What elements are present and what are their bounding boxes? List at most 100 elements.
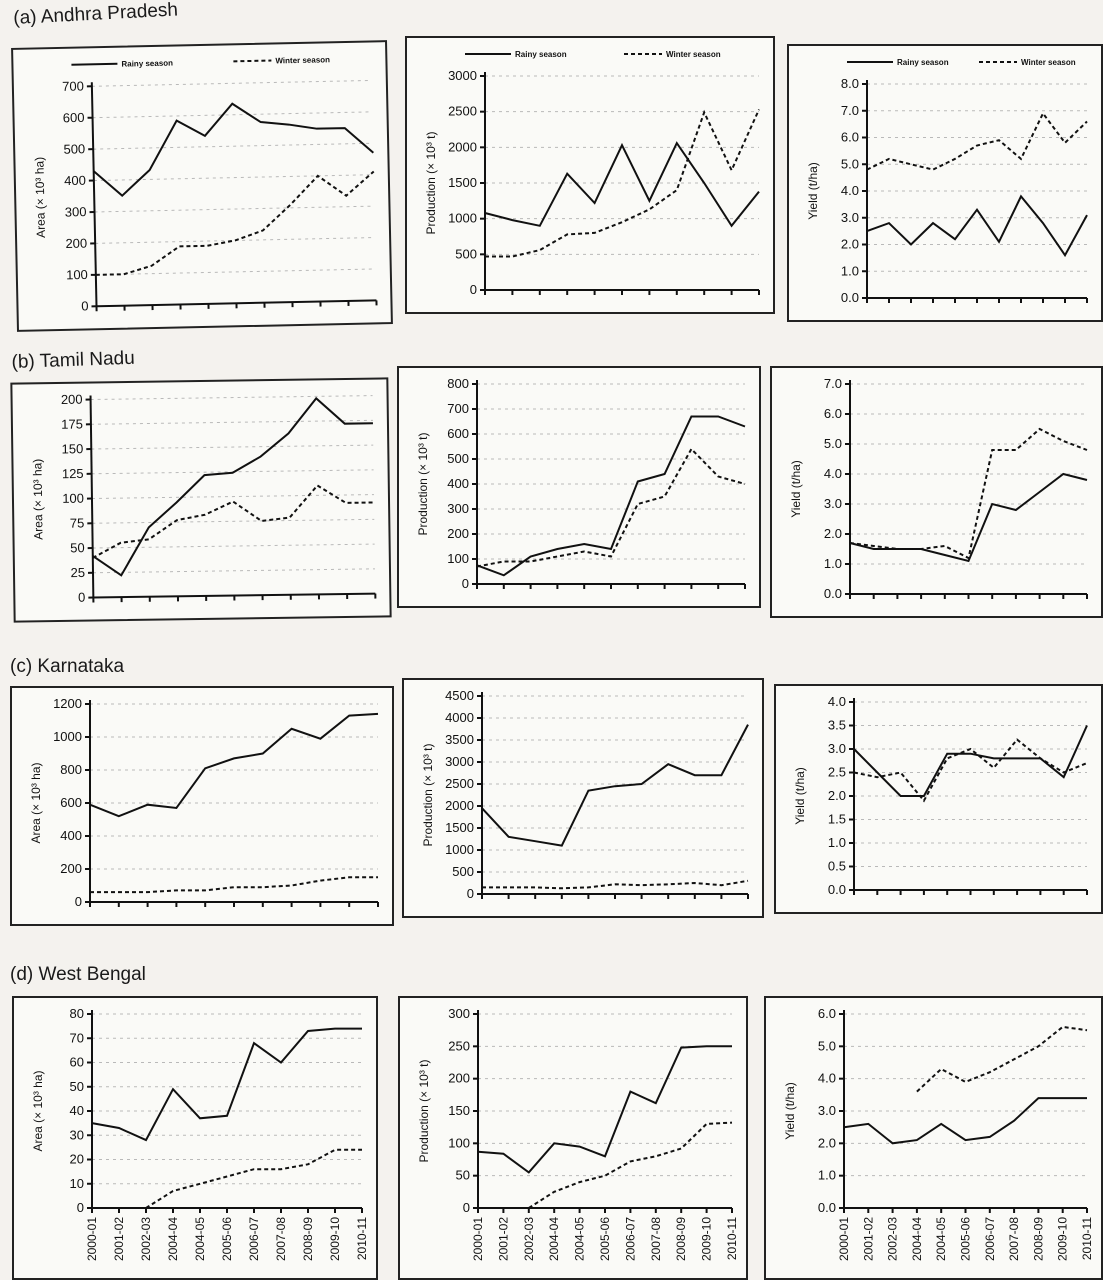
- y-tick-label: 5.0: [824, 436, 842, 451]
- gridline: [90, 419, 373, 425]
- y-tick-label: 200: [61, 392, 83, 407]
- x-tick-label: 2007-08: [649, 1217, 663, 1261]
- series-rainy-line: [89, 712, 379, 818]
- series-rainy-line: [93, 102, 374, 198]
- y-tick-label: 50: [70, 1079, 84, 1094]
- x-tick-label: 2010-11: [1080, 1217, 1094, 1260]
- x-tick-label: 2008-09: [1031, 1217, 1045, 1261]
- x-tick-label: 2006-07: [983, 1217, 997, 1261]
- chart-andhra-area: 0 100 200 300 400 500 600 700 Area (× 10³ ha) Rai…: [11, 40, 393, 332]
- x-tick-label: 2005-06: [220, 1217, 234, 1261]
- y-axis-label: Area (× 10³ ha): [32, 157, 48, 238]
- y-tick-label: 0: [75, 894, 82, 909]
- y-tick-label: 0.0: [841, 290, 859, 305]
- y-axis-label: Area (× 10³ ha): [29, 762, 43, 843]
- y-tick-label: 250: [448, 1038, 470, 1053]
- x-tick-label: 2010-11: [725, 1217, 739, 1260]
- series-rainy-line: [849, 472, 1088, 563]
- gridline: [90, 395, 373, 401]
- series-winter-line: [485, 109, 760, 258]
- y-tick-label: 3500: [445, 732, 474, 747]
- y-tick-label: 200: [448, 1071, 470, 1086]
- y-tick-label: 60: [70, 1055, 84, 1070]
- series-rainy-line: [866, 194, 1088, 258]
- series-rainy-line: [477, 1045, 732, 1174]
- y-tick-label: 2.0: [818, 1135, 836, 1150]
- y-axis-label: Production (× 10³ t): [421, 743, 435, 846]
- chart-karnataka-production: 0 500 1000 1500 2000 2500 3000 3500 4000 4500 Prod…: [402, 678, 764, 918]
- y-tick-label: 400: [447, 476, 469, 491]
- y-tick-label: 0: [77, 1200, 84, 1215]
- x-tick-label: 2001-02: [861, 1217, 875, 1261]
- y-tick-label: 75: [70, 515, 85, 530]
- gridline: [92, 568, 375, 574]
- y-tick-label: 10: [70, 1176, 84, 1191]
- x-tick-label: 2004-04: [166, 1217, 180, 1261]
- chart-svg: 0 50 100 150 200 250 300 Production (× 10³ t) 20…: [417, 1006, 739, 1261]
- x-tick-label: 2008-09: [674, 1217, 688, 1261]
- y-tick-label: 150: [61, 441, 83, 456]
- y-tick-label: 0: [467, 886, 474, 901]
- y-tick-label: 2.0: [824, 526, 842, 541]
- chart-tamil-production: 0 100 200 300 400 500 600 700 800 Production (× 1…: [397, 366, 761, 608]
- y-tick-label: 1000: [448, 211, 477, 226]
- chart-karnataka-yield: 0.0 0.5 1.0 1.5 2.0 2.5 3.0 3.5 4.0 Yield (t/ha): [774, 684, 1103, 914]
- x-tick-label: 2005-06: [598, 1217, 612, 1261]
- chart-svg: 0 25 50 75 100 125 150 175 200 Area (× 10³ ha): [30, 392, 377, 605]
- series-winter-line: [528, 1121, 733, 1209]
- chart-andhra-yield: 0.0 1.0 2.0 3.0 4.0 5.0 6.0 7.0 8.0 Yield (t/ha) R…: [787, 44, 1103, 322]
- y-tick-label: 4.0: [818, 1071, 836, 1086]
- y-tick-label: 0.0: [824, 586, 842, 601]
- chart-andhra-production: 0 500 1000 1500 2000 2500 3000 Production (× 10…: [405, 36, 775, 314]
- y-tick-label: 4500: [445, 688, 474, 703]
- y-tick-label: 600: [60, 795, 82, 810]
- gridline: [92, 543, 375, 549]
- x-tick-label: 2009-10: [700, 1217, 714, 1261]
- y-axis-label: Area (× 10³ ha): [31, 1070, 45, 1151]
- y-tick-label: 1.0: [824, 556, 842, 571]
- y-tick-label: 3000: [445, 754, 474, 769]
- chart-svg: 0.0 1.0 2.0 3.0 4.0 5.0 6.0 Yield (t/ha) 2000-01…: [783, 1006, 1094, 1261]
- y-tick-label: 3.0: [818, 1103, 836, 1118]
- y-tick-label: 1000: [53, 729, 82, 744]
- x-tick-label: 2004-05: [193, 1217, 207, 1261]
- y-tick-label: 100: [448, 1135, 470, 1150]
- series-winter-line: [476, 447, 746, 568]
- x-tick-label: 2009-10: [1056, 1217, 1070, 1261]
- y-axis-label: Yield (t/ha): [793, 767, 807, 825]
- y-tick-label: 70: [70, 1030, 84, 1045]
- x-tick-label: 2004-05: [934, 1217, 948, 1261]
- x-tick-label: 2001-02: [496, 1217, 510, 1261]
- x-tick-label: 2000-01: [471, 1217, 485, 1261]
- y-tick-label: 200: [65, 236, 87, 251]
- y-axis-label: Yield (t/ha): [783, 1082, 797, 1140]
- chart-svg: 0 500 1000 1500 2000 2500 3000 3500 4000 4500 Prod…: [421, 688, 749, 901]
- series-winter-line: [866, 111, 1088, 171]
- y-tick-label: 200: [60, 861, 82, 876]
- y-tick-label: 20: [70, 1152, 84, 1167]
- y-tick-label: 0.0: [818, 1200, 836, 1215]
- y-tick-label: 125: [62, 466, 84, 481]
- y-tick-label: 500: [447, 451, 469, 466]
- y-axis-label: Production (× 10³ t): [417, 1059, 431, 1162]
- y-tick-label: 3.0: [841, 210, 859, 225]
- y-tick-label: 0.0: [828, 882, 846, 897]
- y-axis-label: Area (× 10³ ha): [30, 459, 45, 540]
- y-tick-label: 175: [61, 416, 83, 431]
- series-winter-line: [482, 879, 749, 890]
- x-tick-label: 2001-02: [112, 1217, 126, 1261]
- chart-svg: 0.0 1.0 2.0 3.0 4.0 5.0 6.0 7.0 Yield (t/ha): [789, 376, 1088, 601]
- y-tick-label: 2000: [448, 139, 477, 154]
- series-rainy-line: [91, 1027, 362, 1142]
- legend-winter-label: Winter season: [275, 55, 330, 65]
- y-tick-label: 5.0: [818, 1038, 836, 1053]
- y-tick-label: 5.0: [841, 156, 859, 171]
- x-tick-label: 2010-11: [355, 1217, 369, 1260]
- y-tick-label: 0: [463, 1200, 470, 1215]
- y-tick-label: 200: [447, 526, 469, 541]
- y-tick-label: 300: [65, 204, 87, 219]
- y-tick-label: 3.0: [824, 496, 842, 511]
- y-tick-label: 25: [70, 565, 85, 580]
- y-tick-label: 50: [70, 540, 85, 555]
- x-tick-label: 2008-09: [301, 1217, 315, 1261]
